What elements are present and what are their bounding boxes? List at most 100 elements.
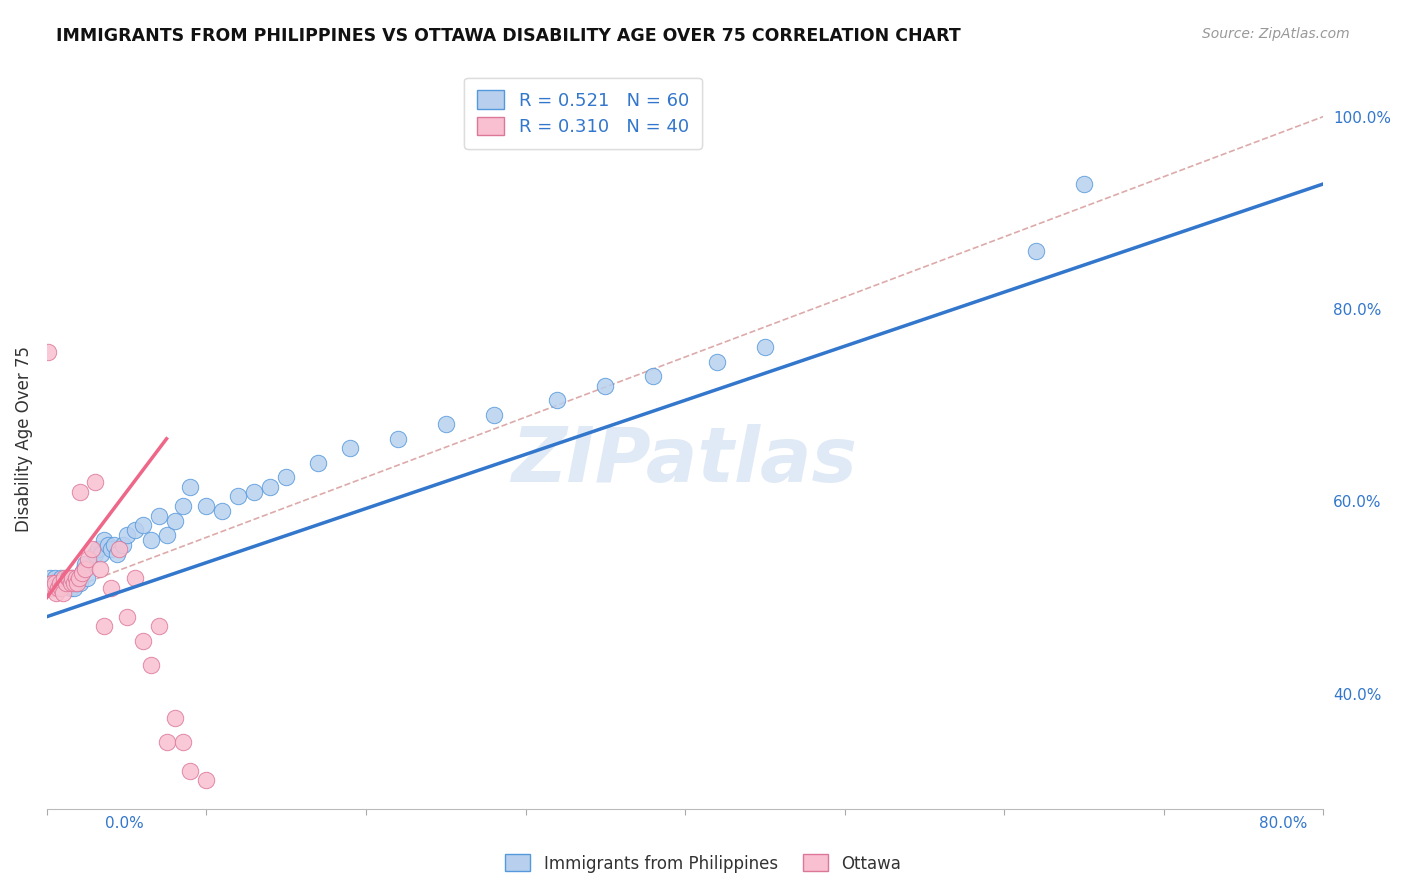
Point [44, 571, 66, 585]
Point [77, 552, 100, 566]
Point [107, 542, 129, 557]
Point [595, 379, 617, 393]
Point [80, 542, 103, 557]
Point [387, 432, 409, 446]
Point [62, 571, 84, 585]
Point [139, 657, 162, 672]
Point [148, 508, 170, 523]
Point [42, 576, 65, 591]
Point [115, 528, 138, 542]
Text: ZIPatlas: ZIPatlas [512, 424, 858, 498]
Point [58, 576, 80, 591]
Point [83, 547, 105, 561]
Point [1073, 177, 1095, 191]
Point [482, 408, 505, 422]
Point [87, 542, 110, 557]
Point [148, 619, 170, 633]
Point [66, 576, 89, 591]
Point [53, 576, 76, 591]
Point [179, 764, 201, 778]
Point [155, 528, 177, 542]
Point [55, 571, 77, 585]
Point [52, 576, 75, 591]
Point [45, 576, 67, 591]
Point [195, 773, 218, 788]
Point [211, 504, 233, 518]
Point [179, 480, 201, 494]
Point [259, 480, 281, 494]
Point [63, 576, 86, 591]
Point [63, 581, 86, 595]
Point [105, 547, 128, 561]
Point [163, 514, 186, 528]
Point [70, 566, 93, 581]
Point [172, 499, 194, 513]
Point [58, 571, 80, 585]
Point [56, 571, 79, 585]
Point [93, 619, 115, 633]
Text: 80.0%: 80.0% [1260, 816, 1308, 831]
Point [83, 475, 105, 489]
Point [44, 576, 66, 591]
Point [51, 581, 73, 595]
Point [276, 470, 298, 484]
Point [546, 393, 568, 408]
Point [52, 585, 75, 599]
Point [307, 456, 329, 470]
Point [131, 518, 153, 533]
Point [39, 581, 62, 595]
Point [228, 490, 250, 504]
Text: Source: ZipAtlas.com: Source: ZipAtlas.com [1202, 27, 1350, 41]
Point [59, 576, 82, 591]
Point [41, 576, 63, 591]
Point [46, 581, 69, 595]
Point [163, 711, 186, 725]
Point [195, 499, 218, 513]
Y-axis label: Disability Age Over 75: Disability Age Over 75 [15, 346, 32, 532]
Point [66, 571, 89, 585]
Point [56, 571, 79, 585]
Point [706, 355, 728, 369]
Point [76, 571, 98, 585]
Point [75, 557, 97, 571]
Point [72, 561, 94, 575]
Point [90, 547, 112, 561]
Point [155, 734, 177, 748]
Point [42, 581, 65, 595]
Point [100, 542, 122, 557]
Point [69, 484, 91, 499]
Point [55, 576, 77, 591]
Point [45, 585, 67, 599]
Point [112, 537, 135, 551]
Point [75, 561, 97, 575]
Point [93, 533, 115, 547]
Point [139, 533, 162, 547]
Point [53, 571, 76, 585]
Point [172, 734, 194, 748]
Point [65, 571, 87, 585]
Point [243, 484, 266, 499]
Text: 0.0%: 0.0% [105, 816, 145, 831]
Point [46, 581, 69, 595]
Point [51, 571, 73, 585]
Point [643, 369, 665, 384]
Text: IMMIGRANTS FROM PHILIPPINES VS OTTAWA DISABILITY AGE OVER 75 CORRELATION CHART: IMMIGRANTS FROM PHILIPPINES VS OTTAWA DI… [56, 27, 960, 45]
Point [754, 340, 776, 354]
Legend: Immigrants from Philippines, Ottawa: Immigrants from Philippines, Ottawa [499, 847, 907, 880]
Point [434, 417, 457, 432]
Point [131, 633, 153, 648]
Point [339, 442, 361, 456]
Point [39, 571, 62, 585]
Point [65, 576, 87, 591]
Point [124, 571, 146, 585]
Point [96, 537, 118, 551]
Point [48, 576, 70, 591]
Point [100, 581, 122, 595]
Point [70, 566, 93, 581]
Point [48, 576, 70, 591]
Point [59, 581, 82, 595]
Point [67, 571, 90, 585]
Point [41, 581, 63, 595]
Legend: R = 0.521   N = 60, R = 0.310   N = 40: R = 0.521 N = 60, R = 0.310 N = 40 [464, 78, 702, 149]
Point [67, 571, 90, 585]
